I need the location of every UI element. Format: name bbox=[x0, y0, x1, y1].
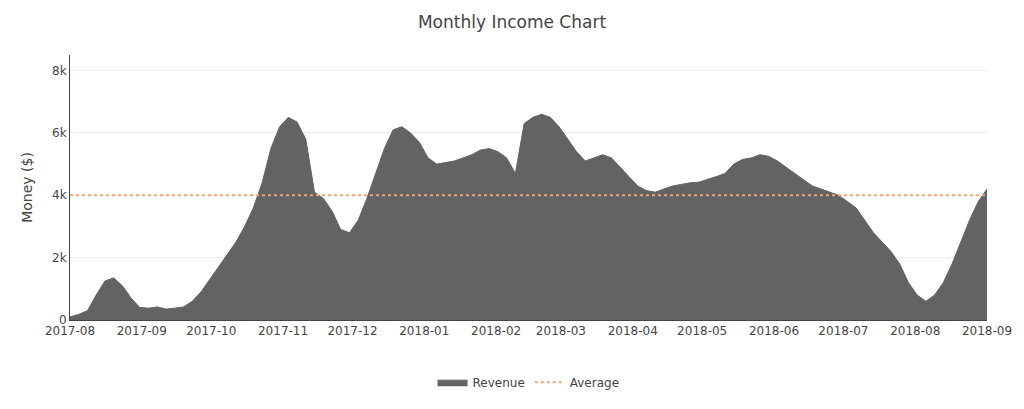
svg-text:Average: Average bbox=[570, 376, 619, 390]
svg-text:2018-03: 2018-03 bbox=[536, 324, 586, 338]
svg-text:Money ($): Money ($) bbox=[19, 152, 35, 223]
svg-text:2017-08: 2017-08 bbox=[45, 324, 95, 338]
svg-text:0: 0 bbox=[59, 313, 67, 327]
svg-text:2017-09: 2017-09 bbox=[117, 324, 167, 338]
svg-text:4k: 4k bbox=[52, 188, 67, 202]
svg-text:Monthly Income Chart: Monthly Income Chart bbox=[418, 12, 606, 32]
svg-text:2018-06: 2018-06 bbox=[749, 324, 799, 338]
svg-text:2018-07: 2018-07 bbox=[818, 324, 868, 338]
svg-text:2018-09: 2018-09 bbox=[962, 324, 1012, 338]
svg-text:2018-02: 2018-02 bbox=[471, 324, 521, 338]
svg-text:2018-01: 2018-01 bbox=[399, 324, 449, 338]
svg-text:2017-10: 2017-10 bbox=[186, 324, 236, 338]
svg-text:Revenue: Revenue bbox=[473, 376, 525, 390]
svg-text:2017-11: 2017-11 bbox=[258, 324, 308, 338]
svg-text:2018-08: 2018-08 bbox=[890, 324, 940, 338]
svg-text:2k: 2k bbox=[52, 251, 67, 265]
svg-text:2018-04: 2018-04 bbox=[608, 324, 658, 338]
svg-text:6k: 6k bbox=[52, 126, 67, 140]
svg-text:2018-05: 2018-05 bbox=[677, 324, 727, 338]
svg-text:2017-12: 2017-12 bbox=[327, 324, 377, 338]
svg-text:8k: 8k bbox=[52, 64, 67, 78]
